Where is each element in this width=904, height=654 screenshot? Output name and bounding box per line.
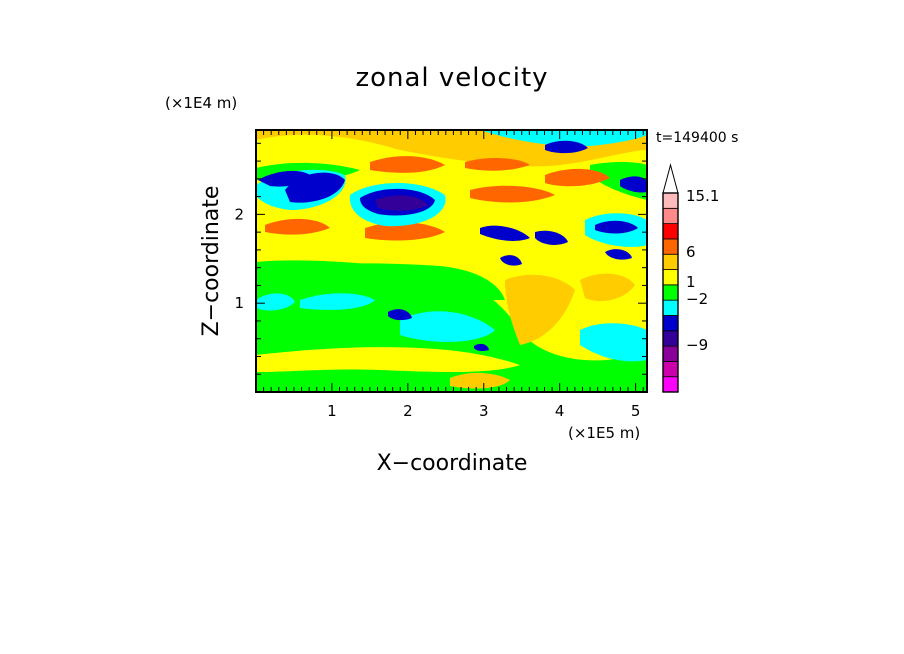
positive-band-1 <box>265 218 330 235</box>
colorbar-segment <box>662 360 679 378</box>
colorbar-segment <box>662 223 679 240</box>
y-tick-label: 1 <box>234 294 244 312</box>
colorbar-segment <box>662 207 679 225</box>
y-unit-label: (×1E4 m) <box>165 94 237 112</box>
positive-band-3 <box>370 156 445 173</box>
green-band-mid <box>256 263 505 302</box>
colorbar-segment <box>662 376 679 393</box>
colorbar-label: −2 <box>686 290 708 308</box>
colorbar-frame <box>662 192 679 393</box>
colorbar-segment <box>662 299 679 316</box>
positive-wedge-right-2 <box>580 273 635 302</box>
negative-jet-2 <box>285 172 345 203</box>
orange-low-blob-1 <box>450 372 510 389</box>
y-tick-label: 2 <box>234 205 244 223</box>
negative-jet-7 <box>620 176 647 193</box>
x-tick-label: 3 <box>479 402 489 420</box>
x-axis: 1 2 3 4 5 <box>263 130 644 420</box>
positive-wedge-right <box>505 274 575 345</box>
colorbar-label: 1 <box>686 273 696 291</box>
colorbar-segment <box>662 238 679 255</box>
chart-title: zonal velocity <box>355 63 548 93</box>
negative-jet-10 <box>605 249 632 260</box>
positive-band-5 <box>545 168 610 187</box>
cyan-lower-2 <box>400 311 495 342</box>
negative-patch-low-2 <box>388 309 412 321</box>
plot-frame <box>255 129 648 393</box>
contour-field <box>256 130 647 392</box>
negative-jet-3-core <box>375 195 428 211</box>
cyan-lower-3 <box>580 323 647 362</box>
positive-band-2 <box>365 222 445 241</box>
colorbar-label: 6 <box>686 243 696 261</box>
x-axis-label: X−coordinate <box>377 451 528 476</box>
colorbar-segment <box>662 345 679 362</box>
negative-jet-4 <box>480 225 530 241</box>
colorbar: 15.1 6 1−2 −9 <box>662 163 719 393</box>
colorbar-segment <box>662 284 679 301</box>
colorbar-label: −9 <box>686 336 708 354</box>
positive-band-6 <box>465 158 530 171</box>
negative-patch-low-3 <box>474 343 489 352</box>
yellow-low-strip <box>256 347 520 373</box>
y-axis-label: Z−coordinate <box>199 186 224 337</box>
colorbar-segment <box>662 315 679 332</box>
time-label: t=149400 s <box>656 130 738 146</box>
x-tick-label: 2 <box>403 402 413 420</box>
colorbar-segment <box>662 192 679 209</box>
y-axis: 12 <box>234 142 647 375</box>
colorbar-segment <box>662 253 679 270</box>
cyan-lower-1 <box>300 293 375 310</box>
colorbar-segment <box>662 330 679 347</box>
colorbar-segment <box>662 269 679 286</box>
negative-jet-5 <box>535 230 568 245</box>
negative-jet-9 <box>500 255 522 266</box>
colorbar-label: 15.1 <box>686 187 719 205</box>
x-tick-label: 5 <box>631 402 641 420</box>
negative-jet-6-core <box>595 220 638 234</box>
colorbar-extend-cap <box>662 163 679 194</box>
positive-band-4 <box>470 185 555 203</box>
negative-patch-low-1 <box>256 293 295 311</box>
negative-jet-8 <box>545 140 588 154</box>
x-tick-label: 1 <box>327 402 337 420</box>
x-unit-label: (×1E5 m) <box>568 424 640 442</box>
x-tick-label: 4 <box>555 402 565 420</box>
